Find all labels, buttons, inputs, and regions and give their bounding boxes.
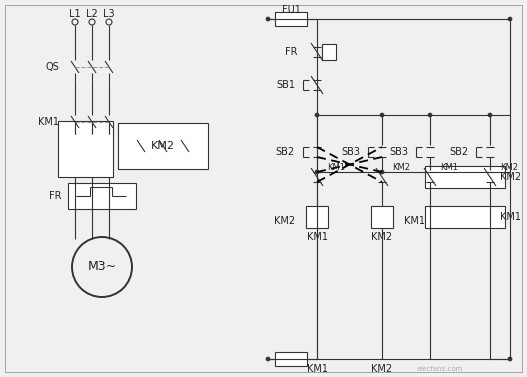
- Circle shape: [508, 17, 512, 21]
- Text: KM2: KM2: [500, 172, 521, 182]
- Bar: [371, 206, 393, 228]
- Text: L1: L1: [69, 9, 81, 19]
- Circle shape: [488, 113, 492, 117]
- Bar: [68, 183, 136, 209]
- Text: FU1: FU1: [281, 5, 300, 15]
- Text: KM1: KM1: [307, 232, 327, 242]
- Text: QS: QS: [45, 62, 59, 72]
- Text: SB2: SB2: [449, 147, 468, 157]
- Text: L2: L2: [86, 9, 98, 19]
- Text: SB1: SB1: [276, 80, 295, 90]
- Circle shape: [266, 357, 270, 361]
- Text: KM2: KM2: [274, 216, 295, 226]
- Circle shape: [315, 170, 319, 174]
- Text: KM2: KM2: [392, 164, 410, 173]
- Circle shape: [380, 113, 384, 117]
- Text: KM1: KM1: [404, 216, 425, 226]
- Text: KM1: KM1: [38, 117, 59, 127]
- Bar: [425, 166, 505, 188]
- Text: KM2: KM2: [151, 141, 175, 151]
- Text: KM1: KM1: [440, 164, 458, 173]
- Text: FR: FR: [50, 191, 62, 201]
- Bar: [306, 206, 328, 228]
- Circle shape: [315, 113, 319, 117]
- Text: KM2: KM2: [372, 232, 393, 242]
- Text: KM1: KM1: [327, 164, 345, 173]
- Text: SB3: SB3: [341, 147, 360, 157]
- Circle shape: [428, 170, 432, 174]
- Bar: [275, 12, 307, 26]
- Bar: [275, 352, 307, 366]
- Circle shape: [488, 170, 492, 174]
- Text: M3~: M3~: [87, 261, 116, 273]
- Text: elecfans.com: elecfans.com: [417, 366, 463, 372]
- Circle shape: [428, 113, 432, 117]
- Bar: [58, 121, 113, 177]
- Text: KM1: KM1: [500, 212, 521, 222]
- Text: KM2: KM2: [372, 364, 393, 374]
- Bar: [322, 44, 336, 60]
- Text: SB3: SB3: [389, 147, 408, 157]
- Text: L3: L3: [103, 9, 115, 19]
- Circle shape: [266, 17, 270, 21]
- Text: SB2: SB2: [276, 147, 295, 157]
- Bar: [425, 206, 505, 228]
- Text: KM2: KM2: [500, 164, 518, 173]
- Circle shape: [508, 357, 512, 361]
- Text: KM1: KM1: [307, 364, 327, 374]
- Circle shape: [380, 170, 384, 174]
- Text: FR: FR: [285, 47, 297, 57]
- Bar: [118, 123, 208, 169]
